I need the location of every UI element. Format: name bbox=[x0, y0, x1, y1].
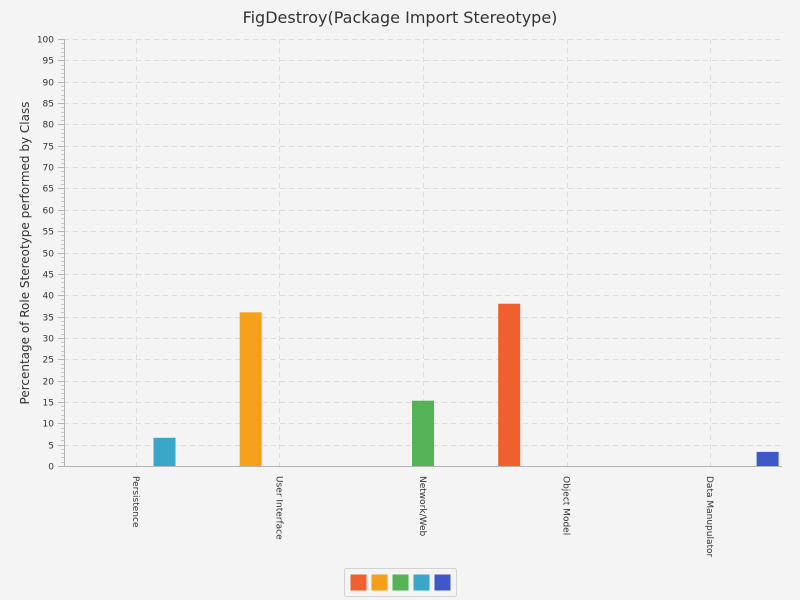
y-tick-label: 65 bbox=[43, 185, 54, 195]
axes: 0 5 10 15 20 25 30 35 40 45 50 55 60 65 70 75 80 85 90 95 10… bbox=[37, 36, 782, 473]
legend-swatch bbox=[371, 574, 388, 591]
y-tick-label: 60 bbox=[43, 207, 55, 217]
x-tick-label: Object Model bbox=[561, 476, 571, 535]
y-tick-label: 100 bbox=[37, 36, 54, 46]
x-tick-label: Network/Web bbox=[417, 476, 427, 537]
y-tick-label: 20 bbox=[43, 378, 55, 388]
y-tick-label: 25 bbox=[43, 356, 54, 366]
y-axis-label: Percentage of Role Stereotype performed … bbox=[18, 102, 32, 405]
bar bbox=[153, 437, 176, 466]
bar bbox=[239, 312, 262, 466]
legend-swatch bbox=[434, 574, 451, 591]
grid bbox=[64, 39, 782, 466]
bar bbox=[412, 400, 434, 466]
y-tick-label: 50 bbox=[43, 250, 55, 260]
y-tick-label: 35 bbox=[43, 314, 54, 324]
y-tick-label: 45 bbox=[43, 271, 54, 281]
y-tick-label: 15 bbox=[43, 399, 54, 409]
y-tick-label: 40 bbox=[43, 292, 55, 302]
x-tick-label: Persistence bbox=[130, 476, 140, 528]
x-tick-label: User Interface bbox=[273, 476, 283, 540]
category-labels: Persistence User Interface Network/Web Obje… bbox=[130, 476, 714, 558]
legend-swatch bbox=[350, 574, 367, 591]
legend bbox=[344, 568, 457, 597]
x-tick-label: Data Manupulator bbox=[704, 476, 714, 558]
y-tick-label: 95 bbox=[43, 57, 54, 67]
y-tick-label: 75 bbox=[43, 143, 54, 153]
y-tick-label: 55 bbox=[43, 228, 54, 238]
y-tick-label: 70 bbox=[43, 164, 55, 174]
y-tick-label: 10 bbox=[43, 420, 55, 430]
bars bbox=[153, 303, 779, 466]
y-tick-label: 5 bbox=[48, 442, 54, 452]
y-tick-label: 85 bbox=[43, 100, 54, 110]
y-tick-label: 80 bbox=[43, 121, 55, 131]
chart-title: FigDestroy(Package Import Stereotype) bbox=[243, 8, 558, 27]
y-tick-label: 30 bbox=[43, 335, 55, 345]
legend-swatch bbox=[392, 574, 409, 591]
y-tick-label: 0 bbox=[48, 463, 54, 473]
bar bbox=[756, 451, 779, 466]
y-tick-label: 90 bbox=[43, 79, 55, 89]
bar bbox=[498, 303, 521, 466]
legend-swatch bbox=[413, 574, 430, 591]
